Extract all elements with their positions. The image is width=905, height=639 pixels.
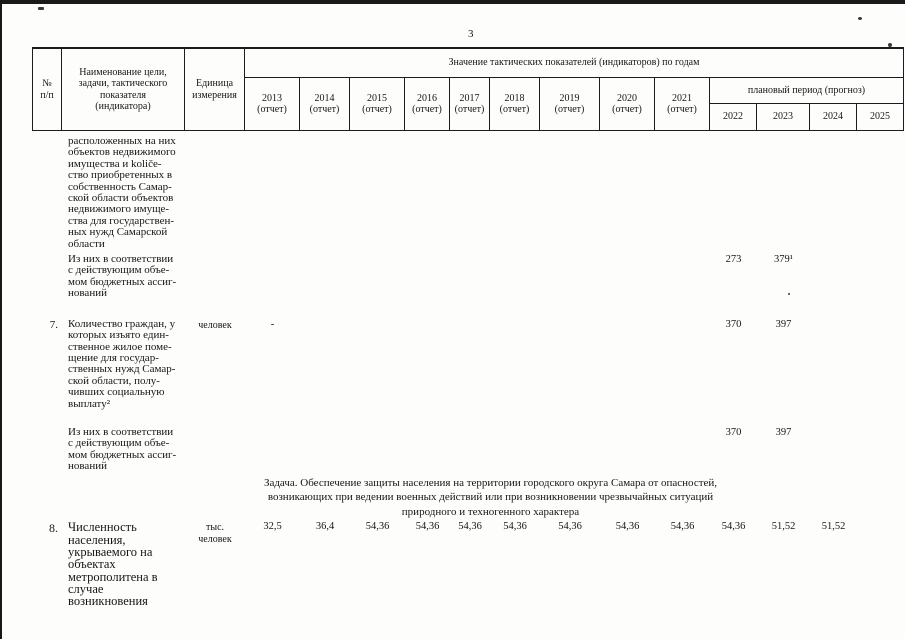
col-header-2015: 2015 (отчет) (350, 78, 405, 130)
col-header-2017: 2017 (отчет) (450, 78, 490, 130)
value-2021: 54,36 (670, 521, 695, 533)
value-2023: 397 (775, 426, 792, 438)
table-row: расположенных на них объектов недвижимог… (33, 135, 903, 250)
col-header-2019: 2019 (отчет) (540, 78, 600, 130)
value-2023: 51,52 (771, 521, 796, 533)
scan-speckle (858, 17, 862, 20)
value-2022: 370 (725, 318, 742, 330)
col-header-2024: 2024 (810, 104, 857, 130)
scan-speckle (38, 7, 44, 10)
unit: тыс. человек (198, 522, 232, 545)
table-body: расположенных на них объектов недвижимог… (33, 131, 903, 607)
table-row: Из них в соответствии с действующим объе… (33, 253, 903, 300)
value-2018: 54,36 (503, 521, 527, 533)
col-header-2016: 2016 (отчет) (405, 78, 450, 130)
value-2017: 54,36 (458, 521, 482, 533)
value-2022: 273 (725, 254, 742, 266)
indicator-name: Количество граждан, у которых изъято еди… (68, 317, 176, 410)
task-statement: Задача. Обеспечение защиты населения на … (263, 476, 718, 518)
indicator-name: Из них в соответствии с действующим объе… (68, 425, 177, 473)
value-2016: 54,36 (415, 521, 440, 533)
value-2023: 397 (775, 318, 792, 330)
col-header-2023: 2023 (757, 104, 810, 130)
scan-speckle (888, 43, 892, 47)
value-2013: - (270, 318, 275, 330)
indicator-name: Из них в соответствии с действующим объе… (68, 253, 177, 300)
col-header-2018: 2018 (отчет) (490, 78, 540, 130)
col-header-2013: 2013 (отчет) (245, 78, 300, 130)
table-row: 8. Численность населения, укрываемого на… (33, 521, 903, 607)
table-row: Задача. Обеспечение защиты населения на … (33, 476, 903, 520)
row-number: 7. (49, 318, 58, 331)
value-2014: 36,4 (315, 521, 335, 533)
col-header-2014: 2014 (отчет) (300, 78, 350, 130)
scan-edge-top (0, 0, 905, 4)
indicator-name: расположенных на них объектов недвижимог… (68, 135, 176, 250)
table-header: № п/п Наименование цели, задачи, тактиче… (32, 47, 904, 131)
value-2022: 370 (725, 426, 742, 438)
value-2020: 54,36 (615, 521, 640, 533)
col-header-values-by-year: Значение тактических показателей (индика… (245, 49, 903, 78)
value-2019: 54,36 (558, 521, 582, 533)
value-2022: 54,36 (721, 521, 746, 533)
col-header-indicator: Наименование цели, задачи, тактического … (62, 49, 185, 130)
value-2013: 32,5 (263, 521, 282, 533)
value-2024: 51,52 (821, 521, 846, 533)
table-row: Из них в соответствии с действующим объе… (33, 425, 903, 473)
col-header-2021: 2021 (отчет) (655, 78, 710, 130)
page-number: 3 (468, 28, 474, 40)
value-2015: 54,36 (365, 521, 390, 533)
col-header-plan-period: плановый период (прогноз) (710, 78, 903, 104)
value-2023: 379¹ (774, 254, 793, 266)
col-header-number: № п/п (33, 49, 62, 130)
scan-edge-left (0, 0, 2, 639)
indicator-name: Численность населения, укрываемого на об… (68, 520, 158, 609)
row-number: 8. (49, 521, 58, 536)
table-row: 7. Количество граждан, у которых изъято … (33, 317, 903, 410)
col-header-2022: 2022 (710, 104, 757, 130)
col-header-unit: Единица измерения (185, 49, 245, 130)
unit: человек (198, 319, 232, 331)
col-header-2025: 2025 (870, 111, 890, 123)
scan-speckle (788, 293, 790, 295)
col-header-2020: 2020 (отчет) (600, 78, 655, 130)
